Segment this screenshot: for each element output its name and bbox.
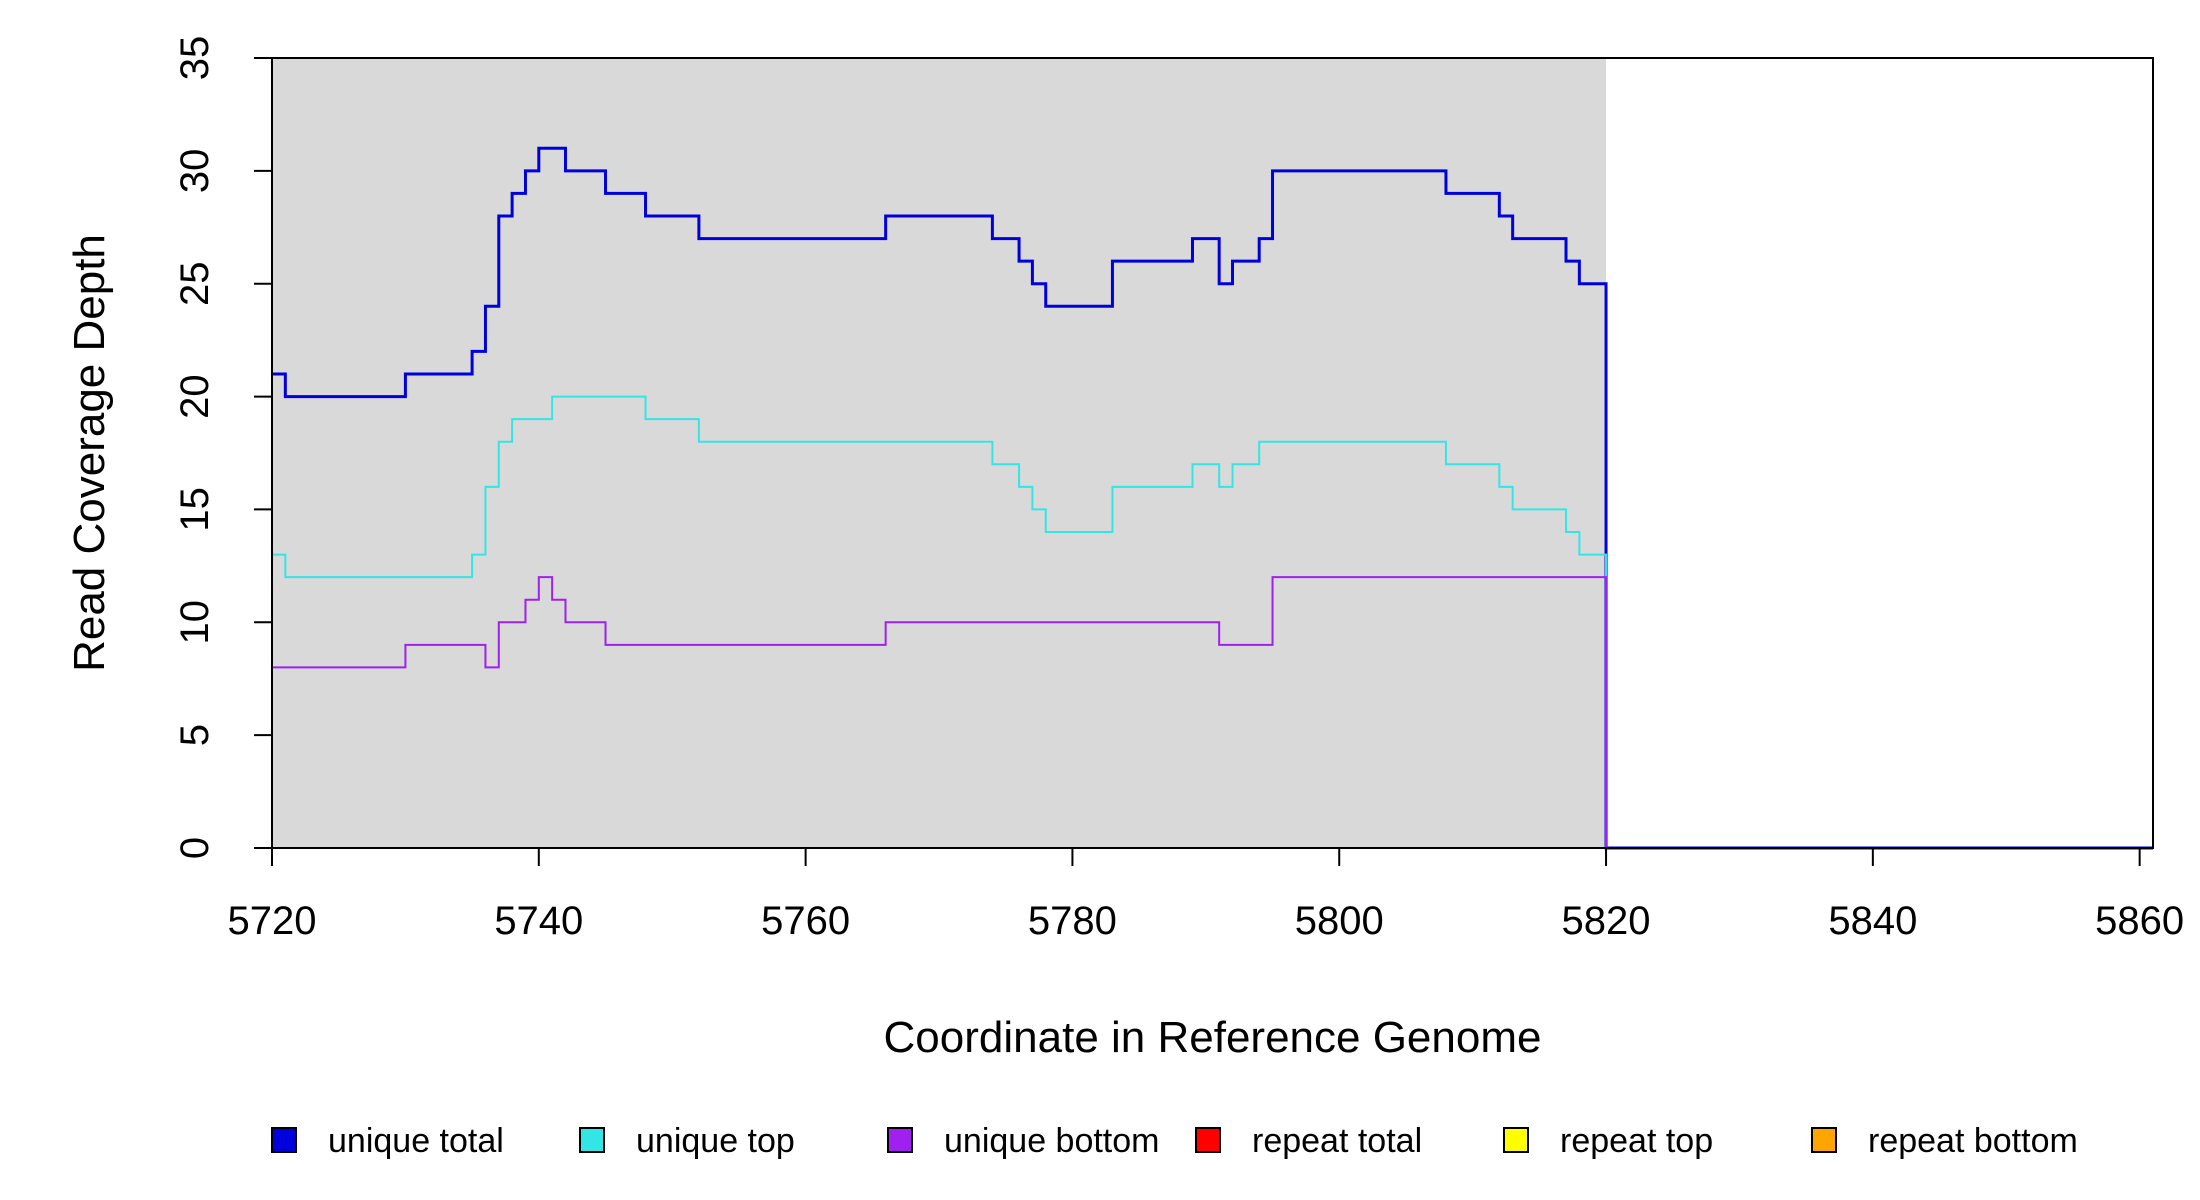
legend: unique total unique top unique bottom repea…: [271, 1122, 2078, 1160]
legend-label-unique-top: unique top: [636, 1122, 795, 1160]
y-tick-label: 35: [173, 36, 217, 81]
series-line-unique-top: [272, 395, 2153, 849]
series-line-unique-bottom: [272, 576, 2153, 849]
x-tick-label: 5800: [1295, 899, 1384, 943]
y-tick-label: 30: [173, 149, 217, 194]
x-tick-label: 5860: [2095, 899, 2184, 943]
x-axis-label: Coordinate in Reference Genome: [884, 1013, 1542, 1062]
y-axis-label: Read Coverage Depth: [65, 234, 114, 672]
y-tick-label: 0: [173, 837, 217, 859]
legend-label-unique-bottom: unique bottom: [944, 1122, 1160, 1160]
legend-label-repeat-total: repeat total: [1252, 1122, 1422, 1160]
legend-swatch-unique-bottom: [887, 1127, 913, 1153]
x-tick-label: 5840: [1828, 899, 1917, 943]
plot-frame: [271, 57, 2154, 849]
y-tick-label: 5: [173, 724, 217, 746]
legend-swatch-repeat-top: [1503, 1127, 1529, 1153]
x-tick-label: 5720: [228, 899, 317, 943]
legend-label-repeat-bottom: repeat bottom: [1868, 1122, 2078, 1160]
x-axis: 5720 5740 5760 5780 5800 5820 5840 5860: [228, 848, 2184, 943]
x-tick-label: 5820: [1562, 899, 1651, 943]
x-tick-label: 5740: [494, 899, 583, 943]
legend-label-repeat-top: repeat top: [1560, 1122, 1713, 1160]
y-tick-label: 25: [173, 261, 217, 306]
x-tick-label: 5760: [761, 899, 850, 943]
y-tick-label: 15: [173, 487, 217, 532]
x-tick-label: 5780: [1028, 899, 1117, 943]
y-tick-label: 10: [173, 600, 217, 645]
covered-region-background: [272, 58, 1607, 848]
legend-label-unique-total: unique total: [328, 1122, 504, 1160]
y-axis: 0 5 10 15 20 25 30 35: [173, 36, 272, 859]
y-tick-label: 20: [173, 374, 217, 419]
legend-swatch-repeat-total: [1195, 1127, 1221, 1153]
legend-swatch-repeat-bottom: [1811, 1127, 1837, 1153]
series-line-unique-total: [272, 146, 2153, 850]
legend-swatch-unique-top: [579, 1127, 605, 1153]
legend-swatch-unique-total: [271, 1127, 297, 1153]
